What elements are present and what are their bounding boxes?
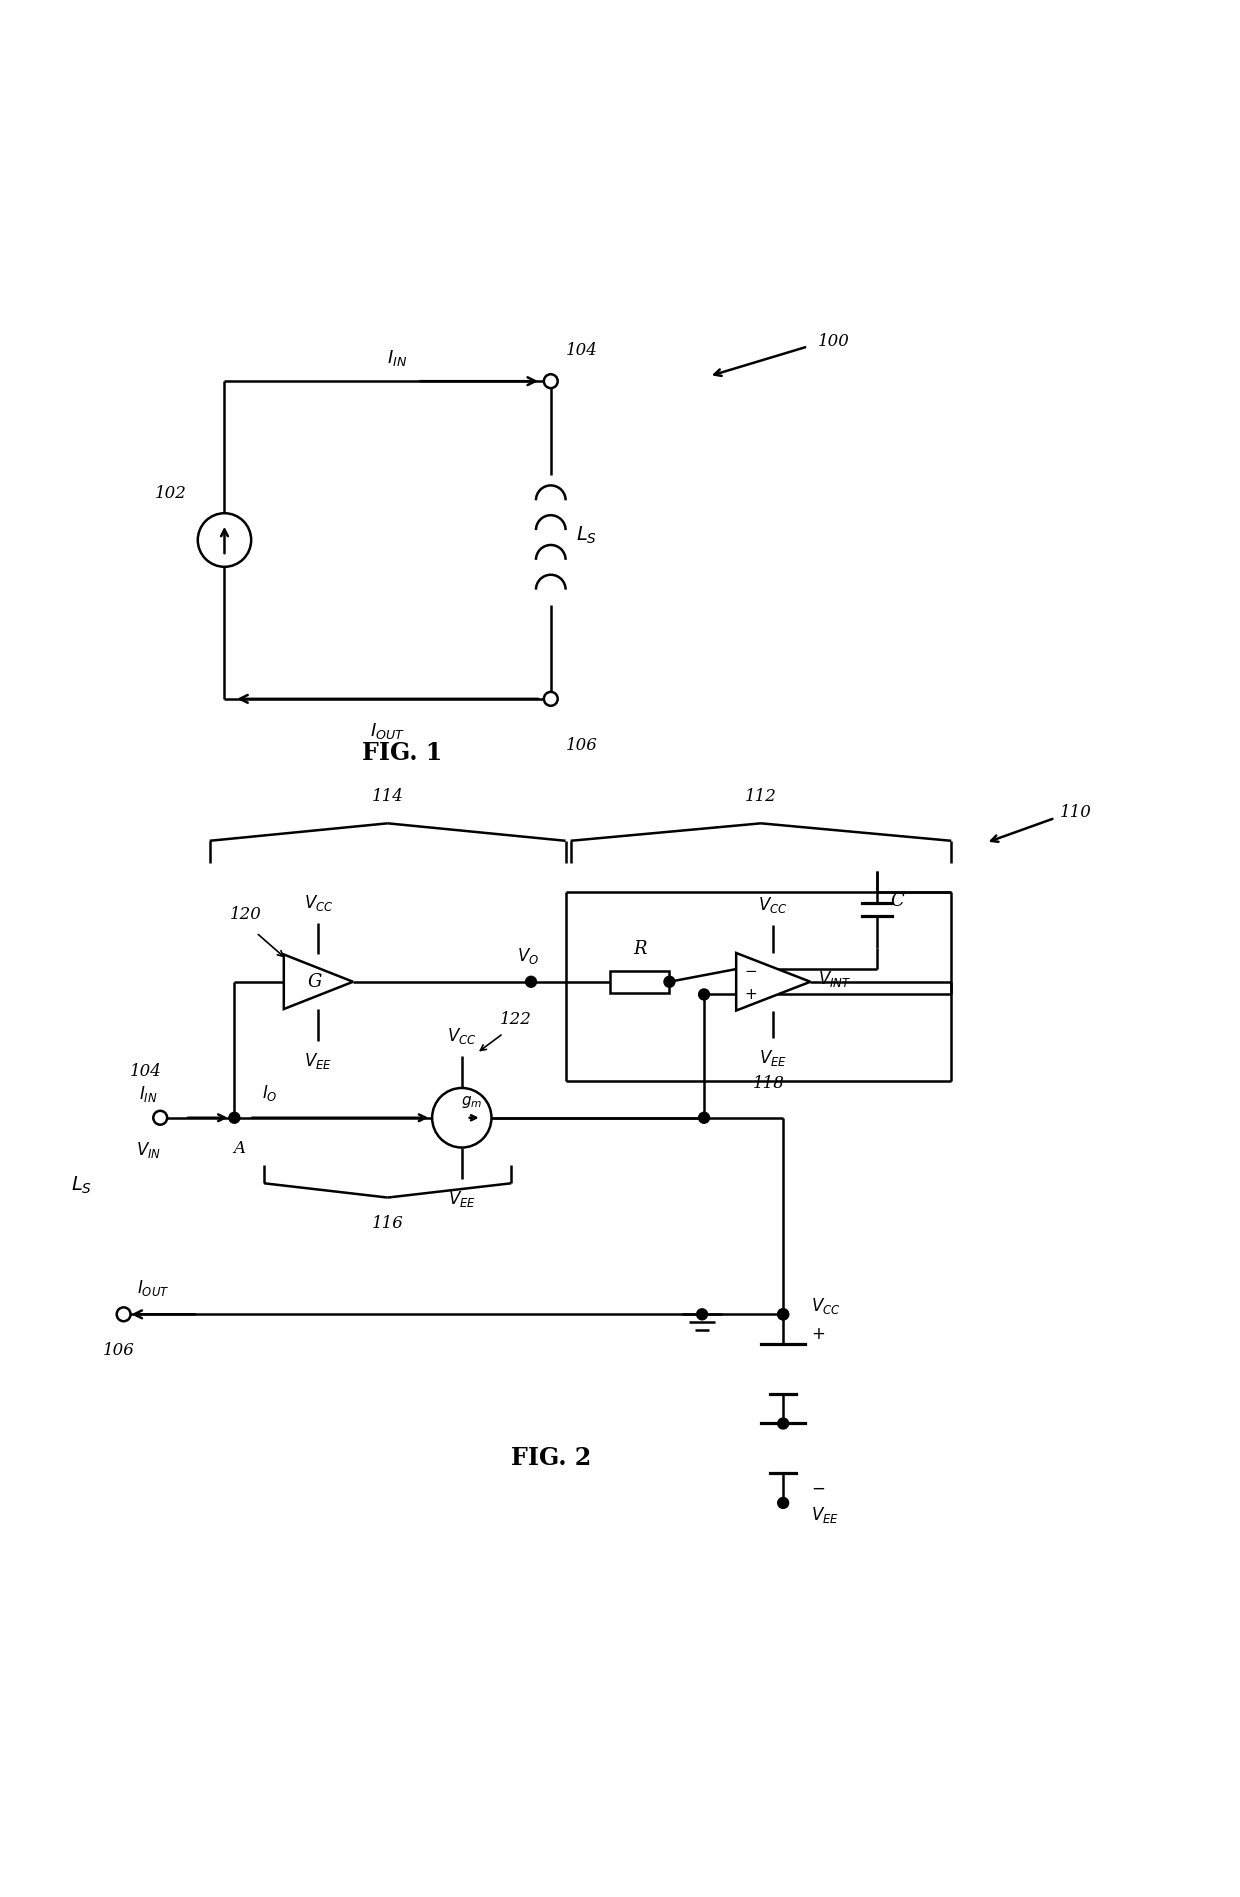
- Text: 104: 104: [129, 1062, 161, 1079]
- Text: FIG. 2: FIG. 2: [511, 1446, 591, 1470]
- Circle shape: [777, 1309, 789, 1320]
- Text: A: A: [233, 1140, 246, 1157]
- Text: $V_{CC}$: $V_{CC}$: [446, 1026, 476, 1047]
- Circle shape: [777, 1309, 789, 1320]
- Circle shape: [777, 1419, 789, 1428]
- Text: $I_{IN}$: $I_{IN}$: [139, 1083, 157, 1104]
- Text: $I_{OUT}$: $I_{OUT}$: [371, 721, 405, 740]
- Text: $V_O$: $V_O$: [517, 947, 539, 966]
- Circle shape: [663, 977, 675, 986]
- Text: $I_{IN}$: $I_{IN}$: [387, 349, 408, 368]
- Text: 106: 106: [565, 736, 598, 753]
- Text: R: R: [634, 939, 646, 958]
- Text: 118: 118: [753, 1076, 784, 1093]
- Circle shape: [544, 692, 558, 706]
- Text: $V_{EE}$: $V_{EE}$: [759, 1049, 787, 1068]
- Circle shape: [698, 988, 709, 1000]
- Text: C: C: [890, 892, 904, 911]
- Text: $-$: $-$: [811, 1480, 825, 1497]
- Text: 104: 104: [565, 341, 598, 359]
- Text: FIG. 1: FIG. 1: [362, 742, 443, 764]
- Text: $V_{EE}$: $V_{EE}$: [811, 1504, 839, 1525]
- Circle shape: [432, 1089, 491, 1148]
- Text: $I_{OUT}$: $I_{OUT}$: [138, 1279, 170, 1298]
- Text: 102: 102: [155, 486, 187, 503]
- Text: $V_{CC}$: $V_{CC}$: [759, 895, 789, 914]
- Text: $V_{CC}$: $V_{CC}$: [304, 893, 334, 912]
- Text: 114: 114: [372, 789, 403, 806]
- Circle shape: [697, 1309, 708, 1320]
- Polygon shape: [284, 954, 353, 1009]
- Text: 100: 100: [817, 334, 849, 349]
- Circle shape: [544, 374, 558, 389]
- Circle shape: [229, 1112, 239, 1123]
- Text: G: G: [308, 973, 322, 990]
- Text: $I_O$: $I_O$: [262, 1083, 278, 1102]
- Text: 112: 112: [745, 789, 776, 806]
- Text: 120: 120: [231, 905, 262, 922]
- Circle shape: [117, 1307, 130, 1320]
- Text: $L_S$: $L_S$: [575, 524, 596, 546]
- Text: $V_{EE}$: $V_{EE}$: [304, 1051, 332, 1070]
- Circle shape: [526, 977, 537, 986]
- Circle shape: [198, 514, 252, 567]
- Circle shape: [154, 1112, 167, 1125]
- Circle shape: [777, 1497, 789, 1508]
- Text: 116: 116: [372, 1216, 403, 1233]
- Text: $-$: $-$: [744, 962, 758, 977]
- Text: $L_S$: $L_S$: [71, 1174, 92, 1195]
- Text: 110: 110: [1060, 804, 1092, 821]
- Bar: [610, 971, 670, 992]
- Text: $V_{INT}$: $V_{INT}$: [818, 969, 852, 988]
- Circle shape: [698, 1112, 709, 1123]
- Text: 106: 106: [103, 1341, 135, 1358]
- Text: $V_{CC}$: $V_{CC}$: [811, 1296, 841, 1317]
- Text: $g_m$: $g_m$: [461, 1095, 482, 1110]
- Polygon shape: [737, 952, 811, 1011]
- Text: $+$: $+$: [744, 986, 758, 1002]
- Text: $+$: $+$: [811, 1326, 825, 1343]
- Text: 122: 122: [500, 1011, 531, 1028]
- Text: $V_{IN}$: $V_{IN}$: [135, 1140, 161, 1159]
- Text: $V_{EE}$: $V_{EE}$: [448, 1189, 476, 1208]
